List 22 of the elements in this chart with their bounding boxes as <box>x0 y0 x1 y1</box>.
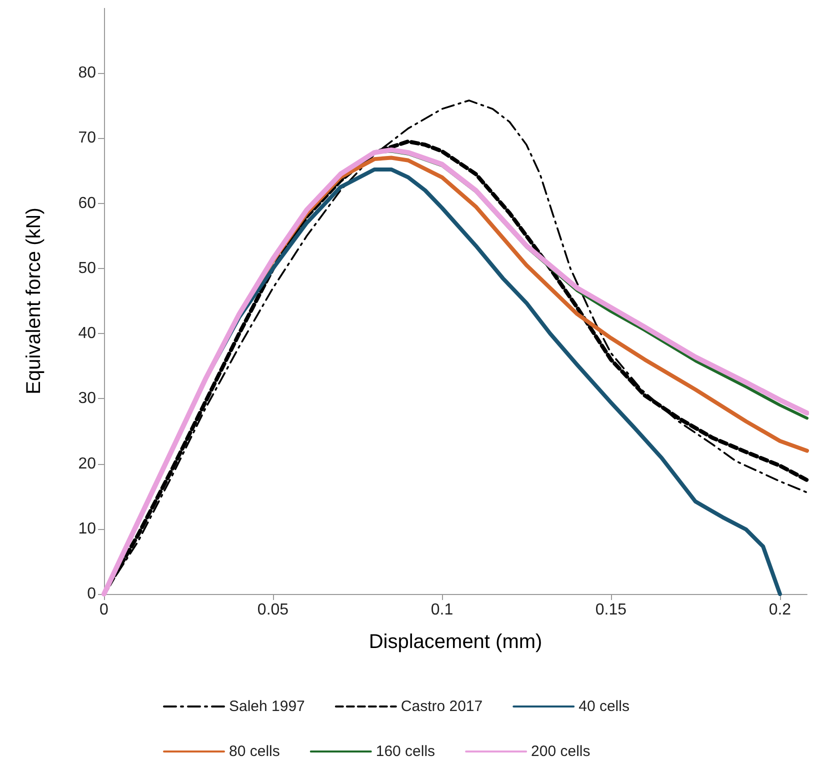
x-tick-label: 0 <box>100 602 109 618</box>
y-tick-label: 0 <box>87 586 96 602</box>
y-tick-label: 50 <box>78 260 96 277</box>
y-tick-label: 80 <box>78 64 96 82</box>
x-tick-label: 0.1 <box>430 602 454 618</box>
y-tick-label: 20 <box>78 455 96 472</box>
legend-label: 40 cells <box>578 698 630 715</box>
x-axis-title: Displacement (mm) <box>368 631 542 653</box>
legend-label: Saleh 1997 <box>229 698 305 715</box>
x-tick-label: 0.05 <box>257 602 289 618</box>
y-tick-label: 60 <box>78 194 96 212</box>
y-tick-label: 30 <box>78 390 96 408</box>
y-tick-label: 70 <box>78 130 96 147</box>
y-tick-label: 10 <box>78 520 96 538</box>
y-tick-label: 40 <box>78 325 96 342</box>
x-tick-label: 0.15 <box>595 602 627 618</box>
legend-label: 80 cells <box>229 743 280 760</box>
legend-label: 160 cells <box>376 743 436 760</box>
y-axis-title: Equivalent force (kN) <box>23 208 45 394</box>
legend-label: Castro 2017 <box>400 698 483 715</box>
x-tick-label: 0.2 <box>768 602 792 618</box>
legend-label: 200 cells <box>531 743 590 760</box>
